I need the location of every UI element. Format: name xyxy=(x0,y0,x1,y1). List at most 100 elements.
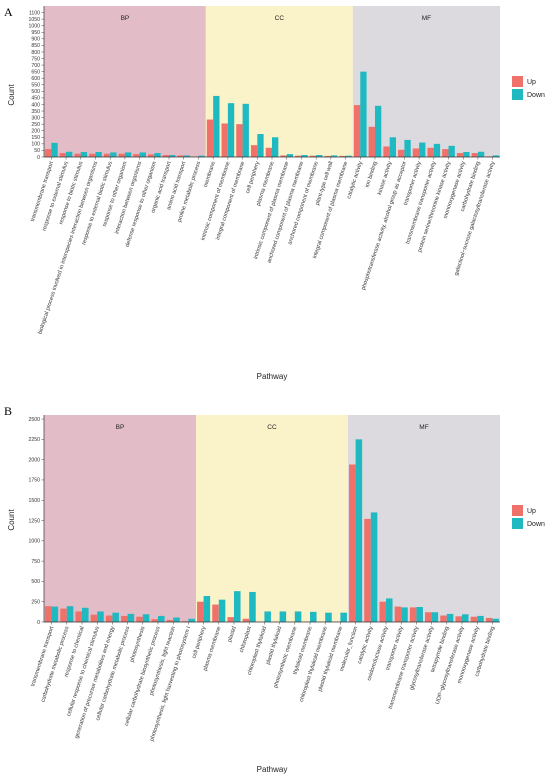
bar-up xyxy=(353,105,361,157)
y-tick-label: 950 xyxy=(31,30,40,36)
bar-up xyxy=(349,464,356,622)
bar-up xyxy=(455,616,462,622)
bar-up xyxy=(74,153,81,157)
bar-up xyxy=(60,608,67,622)
bar-up xyxy=(368,126,375,157)
bar-up xyxy=(339,155,346,157)
bar-down xyxy=(188,618,195,622)
bar-down xyxy=(142,614,150,622)
bar-up xyxy=(398,149,405,157)
bar-up xyxy=(45,606,52,622)
chart-b-ylabel: Count xyxy=(7,509,16,531)
y-tick-label: 1000 xyxy=(28,23,40,29)
bar-up xyxy=(427,147,434,157)
bar-up xyxy=(236,124,243,157)
bar-up xyxy=(105,615,113,622)
bar-down xyxy=(82,607,89,622)
bar-down xyxy=(360,71,367,157)
bar-down xyxy=(154,153,161,157)
bar-down xyxy=(110,152,117,157)
bar-down xyxy=(95,152,102,157)
bar-down xyxy=(66,606,74,622)
bar-up xyxy=(383,146,390,157)
y-tick-label: 750 xyxy=(31,56,40,62)
bar-down xyxy=(227,103,235,157)
bar-down xyxy=(51,142,58,157)
bar-down xyxy=(316,155,323,157)
legend-b-down-label: Down xyxy=(527,521,545,528)
chart-a-legend: Up Down xyxy=(512,76,545,100)
group-label-mf: MF xyxy=(422,15,431,22)
bar-up xyxy=(470,616,478,622)
bar-up xyxy=(412,148,420,157)
bar-down xyxy=(294,611,302,622)
panel-b-label: B xyxy=(4,404,12,418)
legend-b-up-label: Up xyxy=(527,508,536,515)
bar-up xyxy=(118,153,125,157)
bar-down xyxy=(386,598,393,622)
bar-down xyxy=(301,155,308,157)
bar-down xyxy=(325,612,332,622)
bar-down xyxy=(431,612,439,622)
y-tick-label: 300 xyxy=(31,115,40,121)
bar-up xyxy=(181,621,189,622)
group-band-bp xyxy=(44,415,196,622)
y-tick-label: 150 xyxy=(31,135,40,141)
legend-a-up-swatch xyxy=(512,76,523,87)
y-tick-label: 250 xyxy=(31,600,40,606)
y-tick-label: 0 xyxy=(37,620,40,626)
bar-down xyxy=(370,512,378,622)
bar-down xyxy=(492,618,499,622)
bar-down xyxy=(234,591,241,622)
bar-up xyxy=(197,601,204,622)
bar-down xyxy=(112,612,119,622)
y-tick-label: 1000 xyxy=(28,539,40,545)
bar-up xyxy=(280,155,287,157)
chart-a-ylabel: Count xyxy=(7,84,16,106)
y-tick-label: 1100 xyxy=(29,10,40,16)
bar-down xyxy=(401,607,408,622)
bar-down xyxy=(139,152,146,157)
bar-up xyxy=(456,153,464,157)
group-label-cc: CC xyxy=(267,424,277,431)
bar-up xyxy=(212,604,219,622)
bar-down xyxy=(127,613,135,622)
bar-up xyxy=(425,612,432,622)
group-band-bp xyxy=(44,6,206,157)
legend-b-up-swatch xyxy=(512,505,523,516)
bar-up xyxy=(177,155,184,157)
bar-up xyxy=(133,154,140,157)
bar-down xyxy=(97,611,104,622)
bar-down xyxy=(463,152,470,157)
y-tick-label: 1250 xyxy=(28,518,40,524)
bar-down xyxy=(257,134,264,157)
bar-down xyxy=(477,151,485,157)
y-tick-label: 0 xyxy=(37,155,40,161)
y-tick-label: 600 xyxy=(31,76,40,82)
bar-up xyxy=(309,155,317,157)
bar-down xyxy=(198,155,205,157)
bar-up xyxy=(394,606,402,622)
y-tick-label: 2500 xyxy=(28,417,40,423)
bar-up xyxy=(206,119,214,157)
bar-up xyxy=(166,619,174,622)
y-tick-label: 1500 xyxy=(28,498,40,504)
chart-a-xlabel: Pathway xyxy=(257,372,288,381)
bar-up xyxy=(59,153,67,157)
bar-up xyxy=(242,618,250,622)
bar-down xyxy=(158,615,165,622)
y-tick-label: 750 xyxy=(31,559,40,565)
y-tick-label: 100 xyxy=(31,142,40,148)
bar-down xyxy=(80,152,88,157)
bar-down xyxy=(416,606,423,622)
bar-up xyxy=(379,601,386,622)
y-tick-label: 2000 xyxy=(28,457,40,463)
bar-up xyxy=(265,147,272,157)
legend-a-down-swatch xyxy=(512,89,523,100)
bar-down xyxy=(345,155,352,157)
bar-down xyxy=(404,139,411,157)
bar-up xyxy=(45,149,52,157)
bar-up xyxy=(121,615,128,622)
panel-a-label: A xyxy=(4,5,13,19)
